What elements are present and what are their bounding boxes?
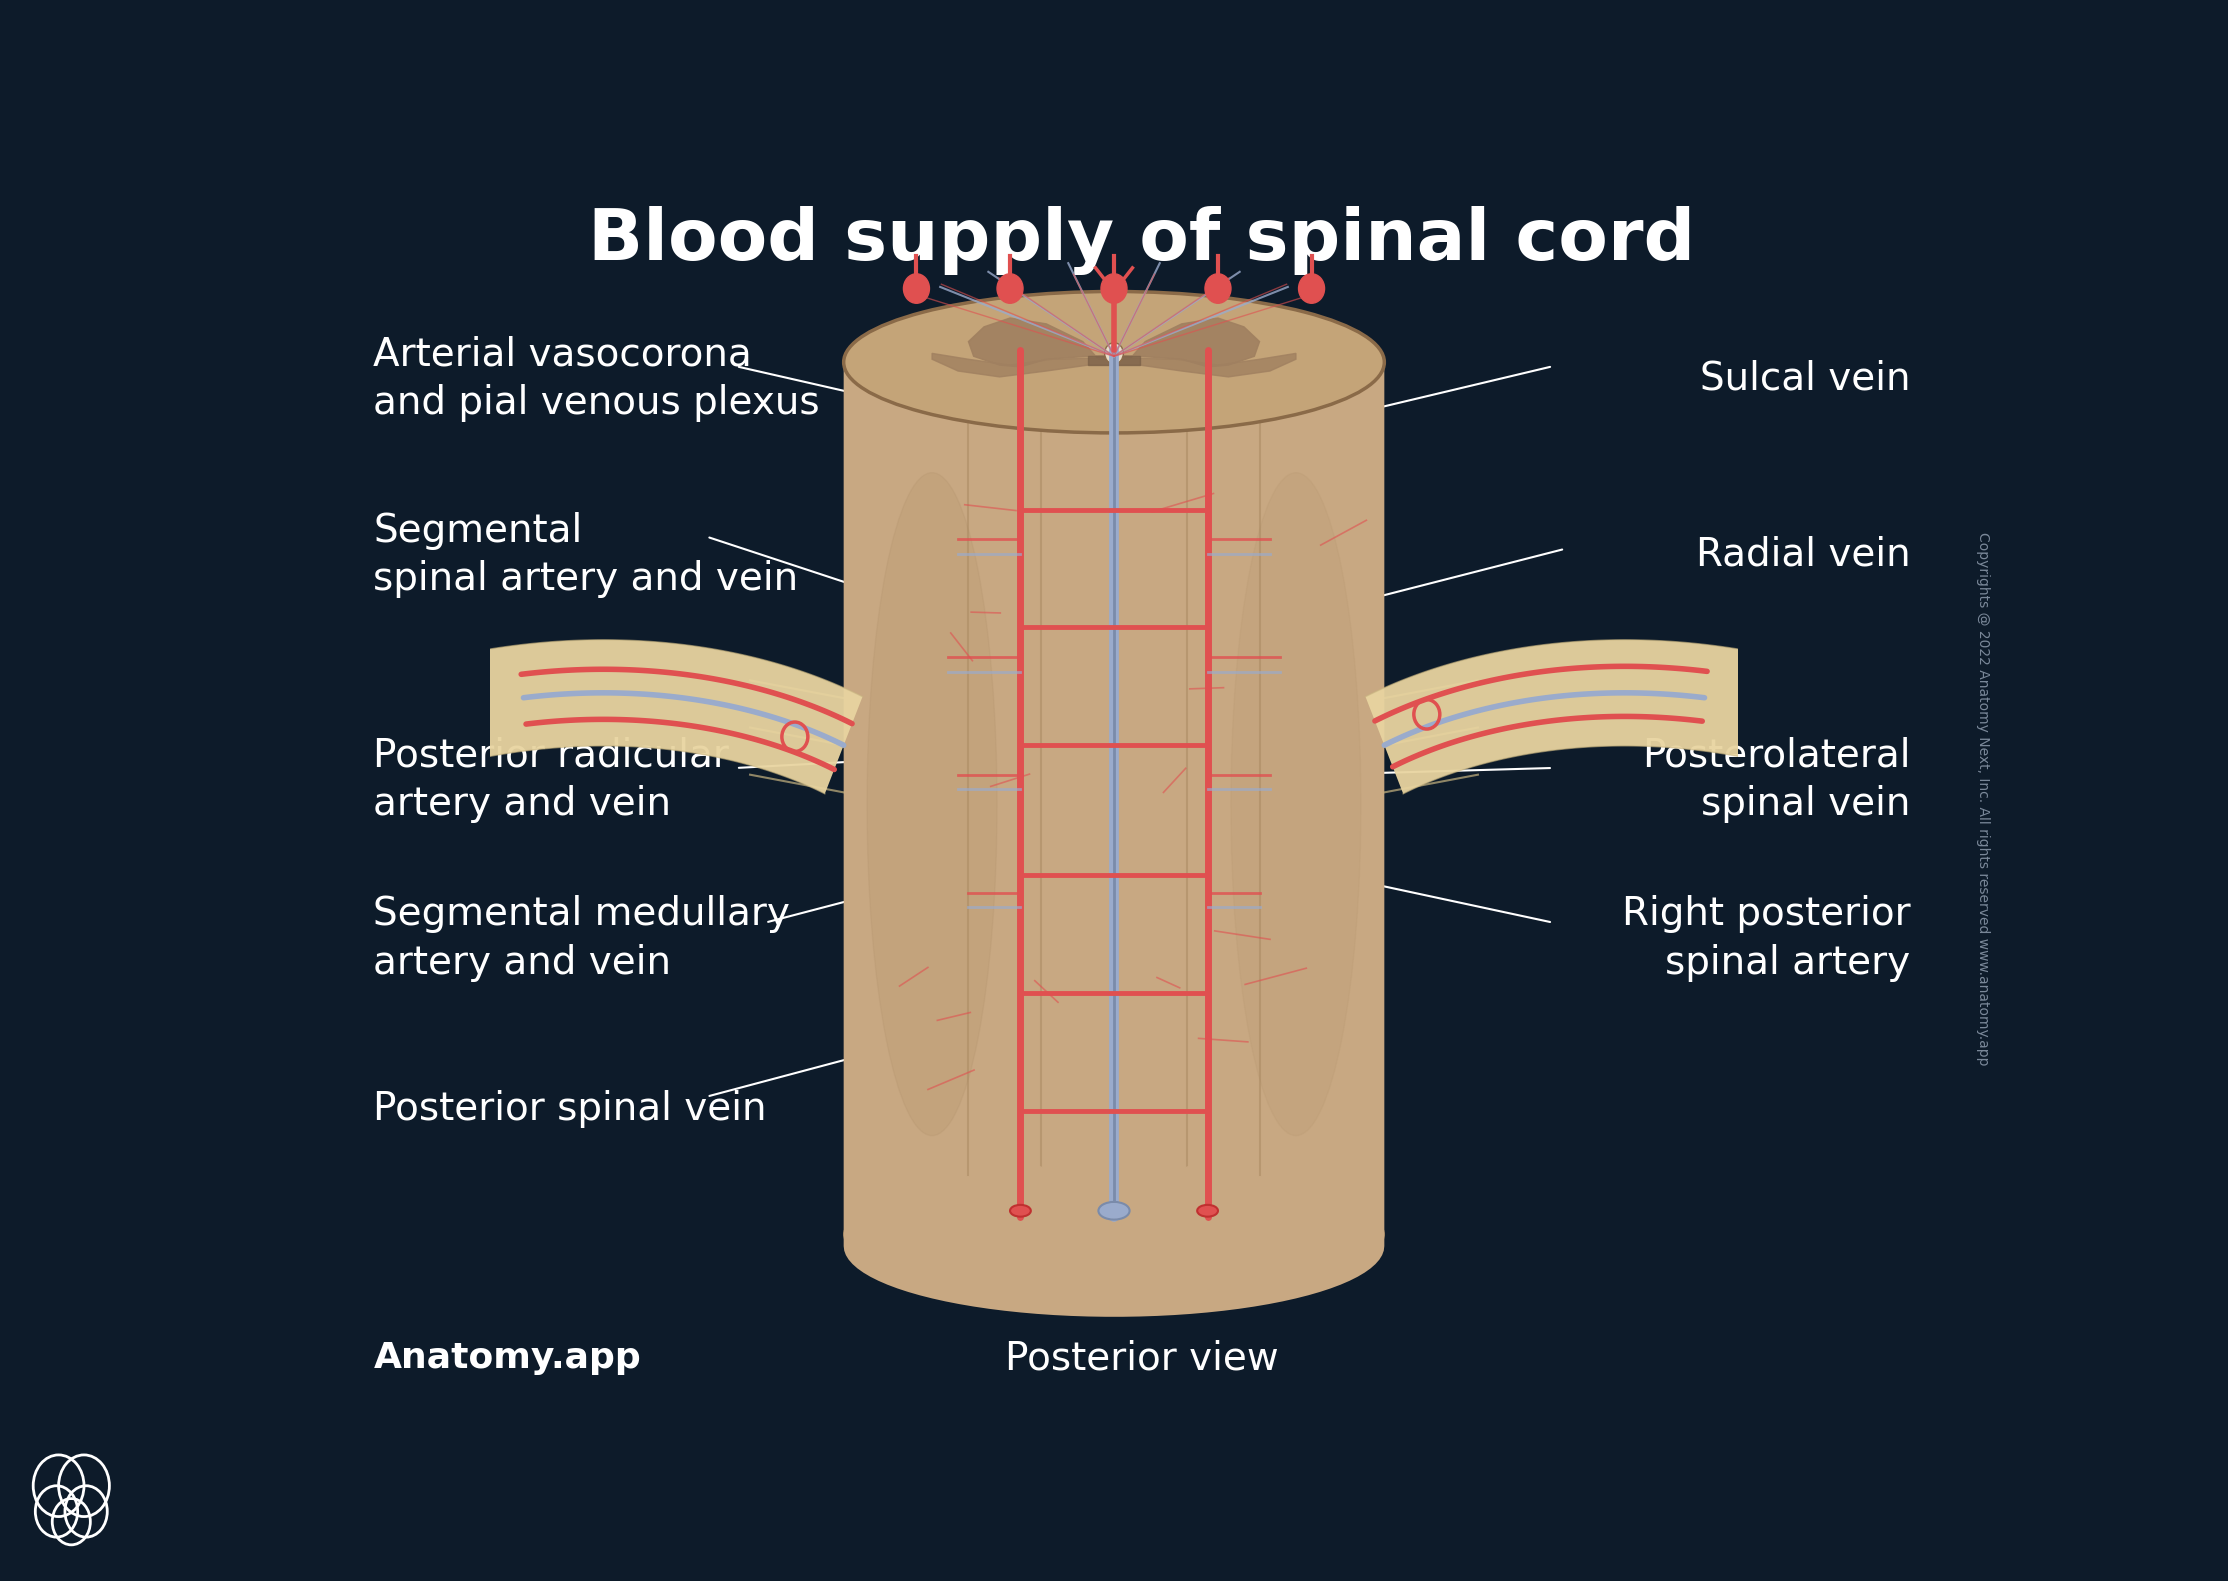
Ellipse shape [844,1181,1384,1287]
Text: Right posterior
spinal artery: Right posterior spinal artery [1622,895,1909,982]
Circle shape [905,274,929,304]
Ellipse shape [1150,1164,1266,1270]
Ellipse shape [1230,473,1361,1135]
Ellipse shape [867,473,998,1135]
Text: Blood supply of spinal cord: Blood supply of spinal cord [588,207,1696,275]
Circle shape [1101,274,1127,304]
Polygon shape [969,318,1259,367]
Ellipse shape [1196,1205,1219,1217]
Circle shape [1105,343,1123,364]
Text: Posterior radicular
artery and vein: Posterior radicular artery and vein [374,737,729,824]
Text: Posterolateral
spinal vein: Posterolateral spinal vein [1642,737,1909,824]
Ellipse shape [1009,1205,1032,1217]
Ellipse shape [1098,1202,1130,1219]
Ellipse shape [1056,1164,1172,1270]
Polygon shape [446,640,862,794]
Text: Copyrights @ 2022 Anatomy Next, Inc. All rights reserved www.anatomy.app: Copyrights @ 2022 Anatomy Next, Inc. All… [1976,531,1990,1066]
Ellipse shape [1254,1164,1368,1270]
Text: Segmental
spinal artery and vein: Segmental spinal artery and vein [374,512,798,598]
Text: Posterior spinal vein: Posterior spinal vein [374,1089,766,1127]
Ellipse shape [962,1164,1078,1270]
Text: Arterial vasocorona
and pial venous plexus: Arterial vasocorona and pial venous plex… [374,335,820,422]
Circle shape [1299,274,1326,304]
Polygon shape [1366,640,1782,794]
Text: Anatomy.app: Anatomy.app [374,1341,642,1375]
Text: Posterior view: Posterior view [1005,1339,1279,1377]
Circle shape [1205,274,1230,304]
PathPatch shape [844,362,1384,1317]
Text: Sulcal vein: Sulcal vein [1700,359,1909,397]
Ellipse shape [844,291,1384,433]
Polygon shape [1087,356,1141,365]
Text: Radial vein: Radial vein [1696,536,1909,574]
Ellipse shape [860,1164,974,1270]
Circle shape [998,274,1023,304]
Text: Segmental medullary
artery and vein: Segmental medullary artery and vein [374,895,791,982]
Polygon shape [931,353,1297,376]
